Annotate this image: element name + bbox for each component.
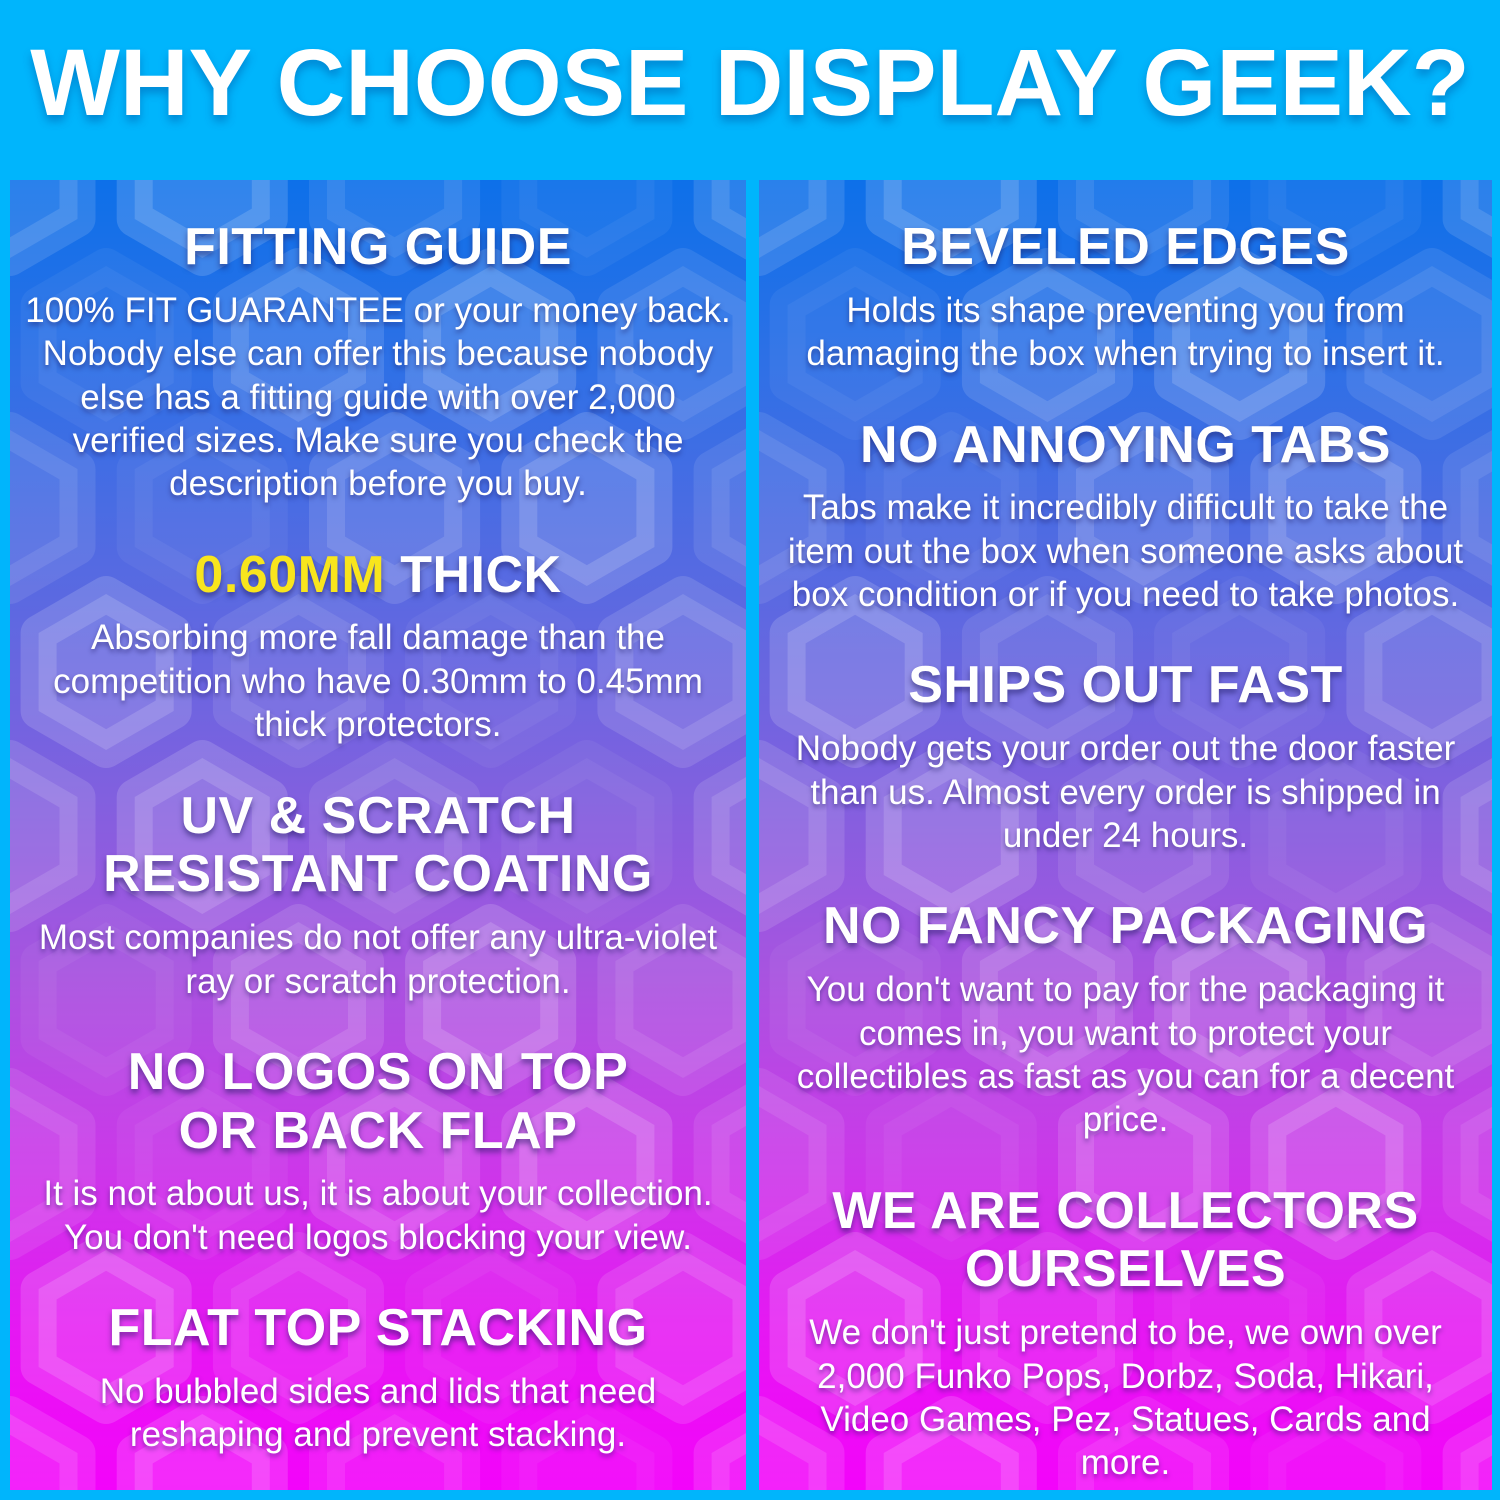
feature-heading: WE ARE COLLECTORS OURSELVES: [832, 1181, 1419, 1299]
feature-heading: UV & SCRATCH RESISTANT COATING: [103, 786, 653, 904]
feature-body: Absorbing more fall damage than the comp…: [53, 618, 703, 745]
feature-section: BEVELED EDGES Holds its shape preventing …: [773, 218, 1478, 376]
right-panel-sections: BEVELED EDGES Holds its shape preventing …: [759, 180, 1492, 1490]
feature-body: Holds its shape preventing you from dama…: [806, 290, 1445, 374]
thickness-accent: 0.60MM: [194, 545, 386, 604]
feature-body: Nobody gets your order out the door fast…: [795, 729, 1456, 855]
feature-heading: FLAT TOP STACKING: [108, 1299, 648, 1358]
feature-heading: SHIPS OUT FAST: [908, 656, 1343, 715]
right-panel: BEVELED EDGES Holds its shape preventing …: [759, 180, 1492, 1490]
feature-body: You don't want to pay for the packaging …: [796, 970, 1455, 1140]
hex-pattern-decoration: [759, 180, 1492, 1490]
feature-section: 0.60MM THICK Absorbing more fall damage t…: [24, 546, 732, 747]
feature-section: SHIPS OUT FAST Nobody gets your order out…: [773, 656, 1478, 857]
feature-heading: NO LOGOS ON TOP OR BACK FLAP: [127, 1042, 629, 1160]
feature-section: UV & SCRATCH RESISTANT COATING Most compan…: [24, 787, 732, 1003]
feature-heading: BEVELED EDGES: [901, 218, 1350, 276]
page-title: WHY CHOOSE DISPLAY GEEK?: [30, 30, 1470, 136]
feature-body: We don't just pretend to be, we own over…: [809, 1313, 1442, 1483]
feature-section: NO ANNOYING TABS Tabs make it incredibly …: [773, 416, 1478, 617]
feature-body: Most companies do not offer any ultra-vi…: [38, 918, 718, 1001]
feature-heading: FITTING GUIDE: [184, 218, 572, 276]
feature-section: NO LOGOS ON TOP OR BACK FLAP It is not abo…: [24, 1043, 732, 1259]
feature-section: WE ARE COLLECTORS OURSELVES We don't just …: [773, 1182, 1478, 1485]
feature-body: It is not about us, it is about your col…: [43, 1174, 713, 1257]
feature-section: FLAT TOP STACKING No bubbled sides and li…: [24, 1299, 732, 1457]
hex-pattern-decoration: [10, 180, 746, 1490]
feature-body: No bubbled sides and lids that need resh…: [99, 1371, 657, 1455]
feature-heading: NO FANCY PACKAGING: [822, 897, 1429, 956]
feature-section: NO FANCY PACKAGING You don't want to pay …: [773, 897, 1478, 1141]
feature-heading: NO ANNOYING TABS: [860, 415, 1391, 474]
feature-heading: 0.60MM THICK: [194, 545, 562, 604]
left-panel: FITTING GUIDE 100% FIT GUARANTEE or your …: [10, 180, 746, 1490]
left-panel-sections: FITTING GUIDE 100% FIT GUARANTEE or your …: [10, 180, 746, 1490]
feature-body: Tabs make it incredibly difficult to tak…: [787, 488, 1464, 615]
feature-section: FITTING GUIDE 100% FIT GUARANTEE or your …: [24, 218, 732, 506]
feature-body: 100% FIT GUARANTEE or your money back. N…: [25, 290, 731, 504]
